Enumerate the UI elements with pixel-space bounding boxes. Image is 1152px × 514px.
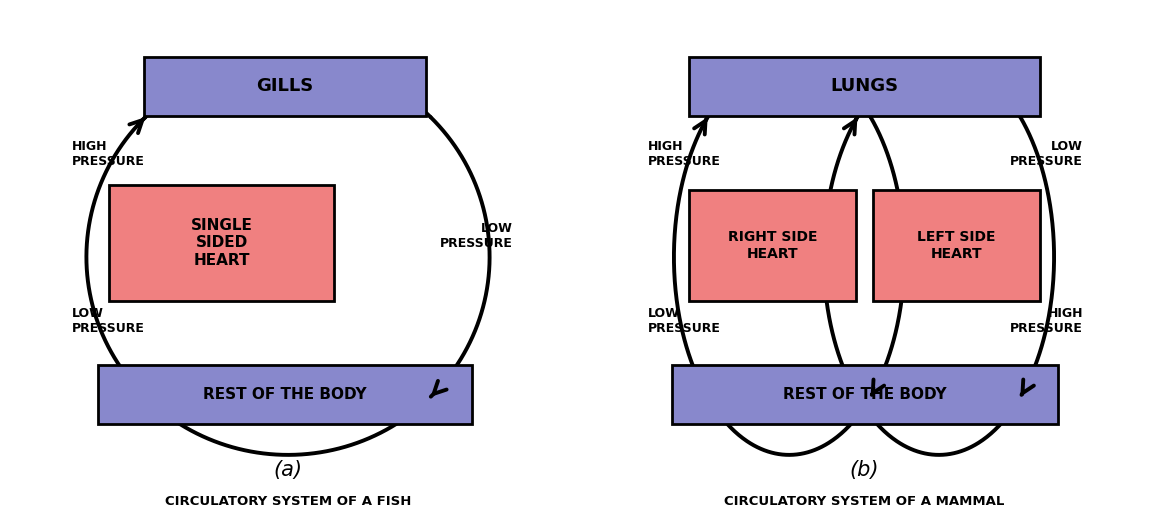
Text: HIGH
PRESSURE: HIGH PRESSURE	[71, 140, 144, 168]
Text: LOW
PRESSURE: LOW PRESSURE	[440, 223, 513, 250]
Text: (a): (a)	[273, 461, 303, 480]
FancyBboxPatch shape	[689, 190, 856, 301]
Text: LOW
PRESSURE: LOW PRESSURE	[1010, 140, 1083, 168]
Text: HIGH
PRESSURE: HIGH PRESSURE	[1010, 307, 1083, 335]
Text: GILLS: GILLS	[257, 77, 313, 95]
FancyBboxPatch shape	[144, 57, 426, 116]
Text: LOW
PRESSURE: LOW PRESSURE	[71, 307, 144, 335]
Text: LOW
PRESSURE: LOW PRESSURE	[647, 307, 720, 335]
Text: SINGLE
SIDED
HEART: SINGLE SIDED HEART	[191, 218, 252, 268]
Text: LEFT SIDE
HEART: LEFT SIDE HEART	[917, 230, 996, 261]
Text: HIGH
PRESSURE: HIGH PRESSURE	[647, 140, 720, 168]
Text: REST OF THE BODY: REST OF THE BODY	[782, 387, 947, 402]
FancyBboxPatch shape	[109, 185, 334, 301]
Text: CIRCULATORY SYSTEM OF A FISH: CIRCULATORY SYSTEM OF A FISH	[165, 494, 411, 508]
Text: LUNGS: LUNGS	[831, 77, 899, 95]
FancyBboxPatch shape	[672, 365, 1058, 424]
FancyBboxPatch shape	[689, 57, 1040, 116]
FancyBboxPatch shape	[873, 190, 1040, 301]
Text: (b): (b)	[849, 461, 879, 480]
Text: CIRCULATORY SYSTEM OF A MAMMAL: CIRCULATORY SYSTEM OF A MAMMAL	[723, 494, 1005, 508]
FancyBboxPatch shape	[98, 365, 472, 424]
Text: REST OF THE BODY: REST OF THE BODY	[203, 387, 367, 402]
Text: RIGHT SIDE
HEART: RIGHT SIDE HEART	[728, 230, 817, 261]
